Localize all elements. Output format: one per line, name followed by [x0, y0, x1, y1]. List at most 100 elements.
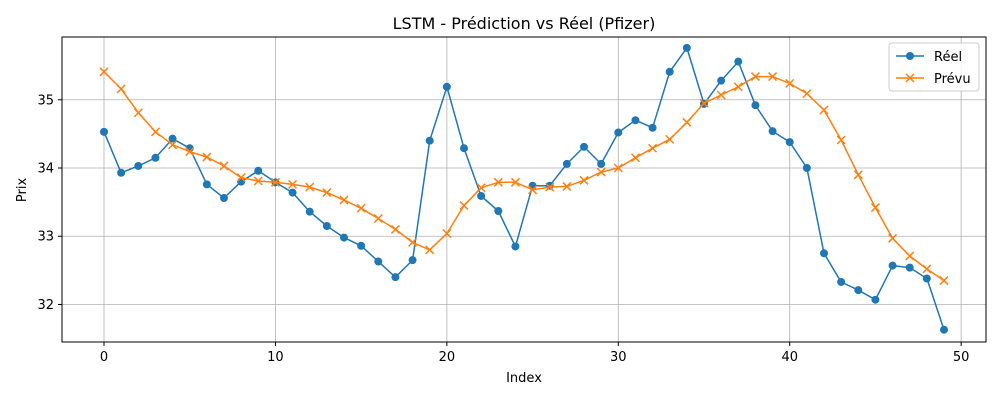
data-point-0	[768, 127, 777, 136]
chart-title: LSTM - Prédiction vs Réel (Pfizer)	[393, 14, 656, 33]
data-point-1	[322, 188, 332, 198]
data-point-1	[133, 108, 143, 118]
data-point-1	[802, 89, 812, 99]
data-point-0	[391, 273, 400, 282]
data-point-0	[580, 142, 588, 151]
data-point-0	[871, 295, 880, 304]
data-point-0	[100, 127, 108, 136]
data-point-1	[202, 152, 212, 162]
data-point-0	[682, 43, 691, 52]
legend-label-reel: Réel	[934, 50, 962, 65]
data-point-0	[168, 134, 177, 143]
data-point-1	[253, 176, 263, 186]
data-point-1	[168, 140, 178, 150]
data-point-0	[442, 82, 451, 91]
data-point-1	[99, 67, 109, 77]
data-point-1	[716, 90, 726, 100]
data-point-0	[614, 128, 623, 137]
data-point-0	[820, 249, 828, 258]
data-point-1	[390, 224, 400, 234]
data-point-0	[494, 206, 503, 215]
data-point-0	[202, 180, 211, 189]
data-point-1	[373, 213, 383, 224]
data-point-1	[888, 233, 898, 243]
data-point-1	[185, 147, 195, 157]
data-point-1	[613, 163, 623, 173]
data-point-0	[665, 67, 674, 76]
data-point-0	[854, 286, 863, 295]
data-point-1	[630, 153, 640, 163]
data-point-1	[562, 181, 572, 191]
plot-area	[62, 37, 986, 342]
x-tick-label: 30	[610, 350, 627, 365]
data-point-1	[750, 72, 760, 82]
data-point-0	[751, 101, 760, 110]
data-point-0	[837, 277, 846, 286]
x-tick-label: 50	[953, 350, 970, 365]
data-point-1	[819, 105, 829, 115]
data-point-1	[270, 177, 280, 187]
data-point-1	[853, 170, 863, 180]
legend-marker-prevu	[905, 73, 915, 83]
data-point-0	[477, 191, 486, 200]
data-point-1	[339, 195, 349, 205]
data-point-0	[254, 166, 263, 175]
data-point-1	[305, 182, 315, 192]
data-point-1	[442, 228, 452, 239]
data-point-1	[665, 134, 675, 144]
data-point-1	[528, 185, 538, 195]
data-point-1	[476, 183, 486, 193]
legend: Réel Prévu	[888, 42, 980, 92]
data-point-1	[459, 201, 469, 211]
data-point-0	[425, 136, 434, 145]
data-point-0	[905, 263, 914, 272]
data-point-1	[356, 203, 366, 213]
x-tick-label: 10	[267, 350, 284, 365]
x-axis-label: Index	[506, 371, 542, 386]
legend-label-prevu: Prévu	[934, 72, 971, 87]
data-point-0	[288, 188, 297, 197]
data-point-1	[579, 175, 589, 185]
data-point-1	[545, 182, 555, 192]
data-point-0	[802, 164, 811, 173]
y-tick-label: 35	[37, 93, 54, 108]
x-tick-label: 0	[100, 350, 108, 365]
data-point-1	[682, 117, 692, 127]
legend-marker-reel	[906, 52, 914, 60]
data-point-1	[699, 98, 709, 108]
data-point-1	[905, 251, 915, 261]
data-point-0	[340, 233, 348, 242]
data-point-1	[939, 276, 949, 286]
data-point-0	[460, 144, 468, 153]
data-point-0	[922, 274, 931, 283]
data-point-0	[220, 194, 228, 203]
data-point-0	[374, 257, 383, 266]
data-point-1	[870, 203, 880, 213]
plot-frame	[61, 36, 987, 343]
data-point-1	[836, 135, 846, 145]
data-point-0	[940, 325, 948, 334]
data-point-1	[596, 167, 606, 177]
y-axis-label: Prix	[15, 178, 30, 203]
data-point-0	[408, 256, 417, 265]
data-point-1	[425, 245, 435, 255]
data-point-0	[357, 241, 366, 250]
data-point-1	[493, 177, 503, 187]
data-point-0	[134, 161, 143, 170]
data-point-1	[116, 84, 126, 94]
data-point-0	[151, 153, 160, 162]
y-tick-label: 34	[37, 162, 54, 177]
data-point-1	[768, 72, 778, 82]
data-point-0	[648, 123, 657, 132]
data-point-1	[150, 127, 160, 137]
x-tick-label: 40	[781, 350, 798, 365]
data-point-0	[322, 222, 331, 231]
data-point-1	[219, 161, 229, 171]
series-layer	[99, 43, 949, 334]
data-point-1	[408, 237, 418, 247]
data-point-0	[597, 159, 606, 168]
data-point-0	[562, 159, 571, 168]
y-tick-label: 33	[37, 230, 54, 245]
data-point-0	[785, 138, 794, 147]
